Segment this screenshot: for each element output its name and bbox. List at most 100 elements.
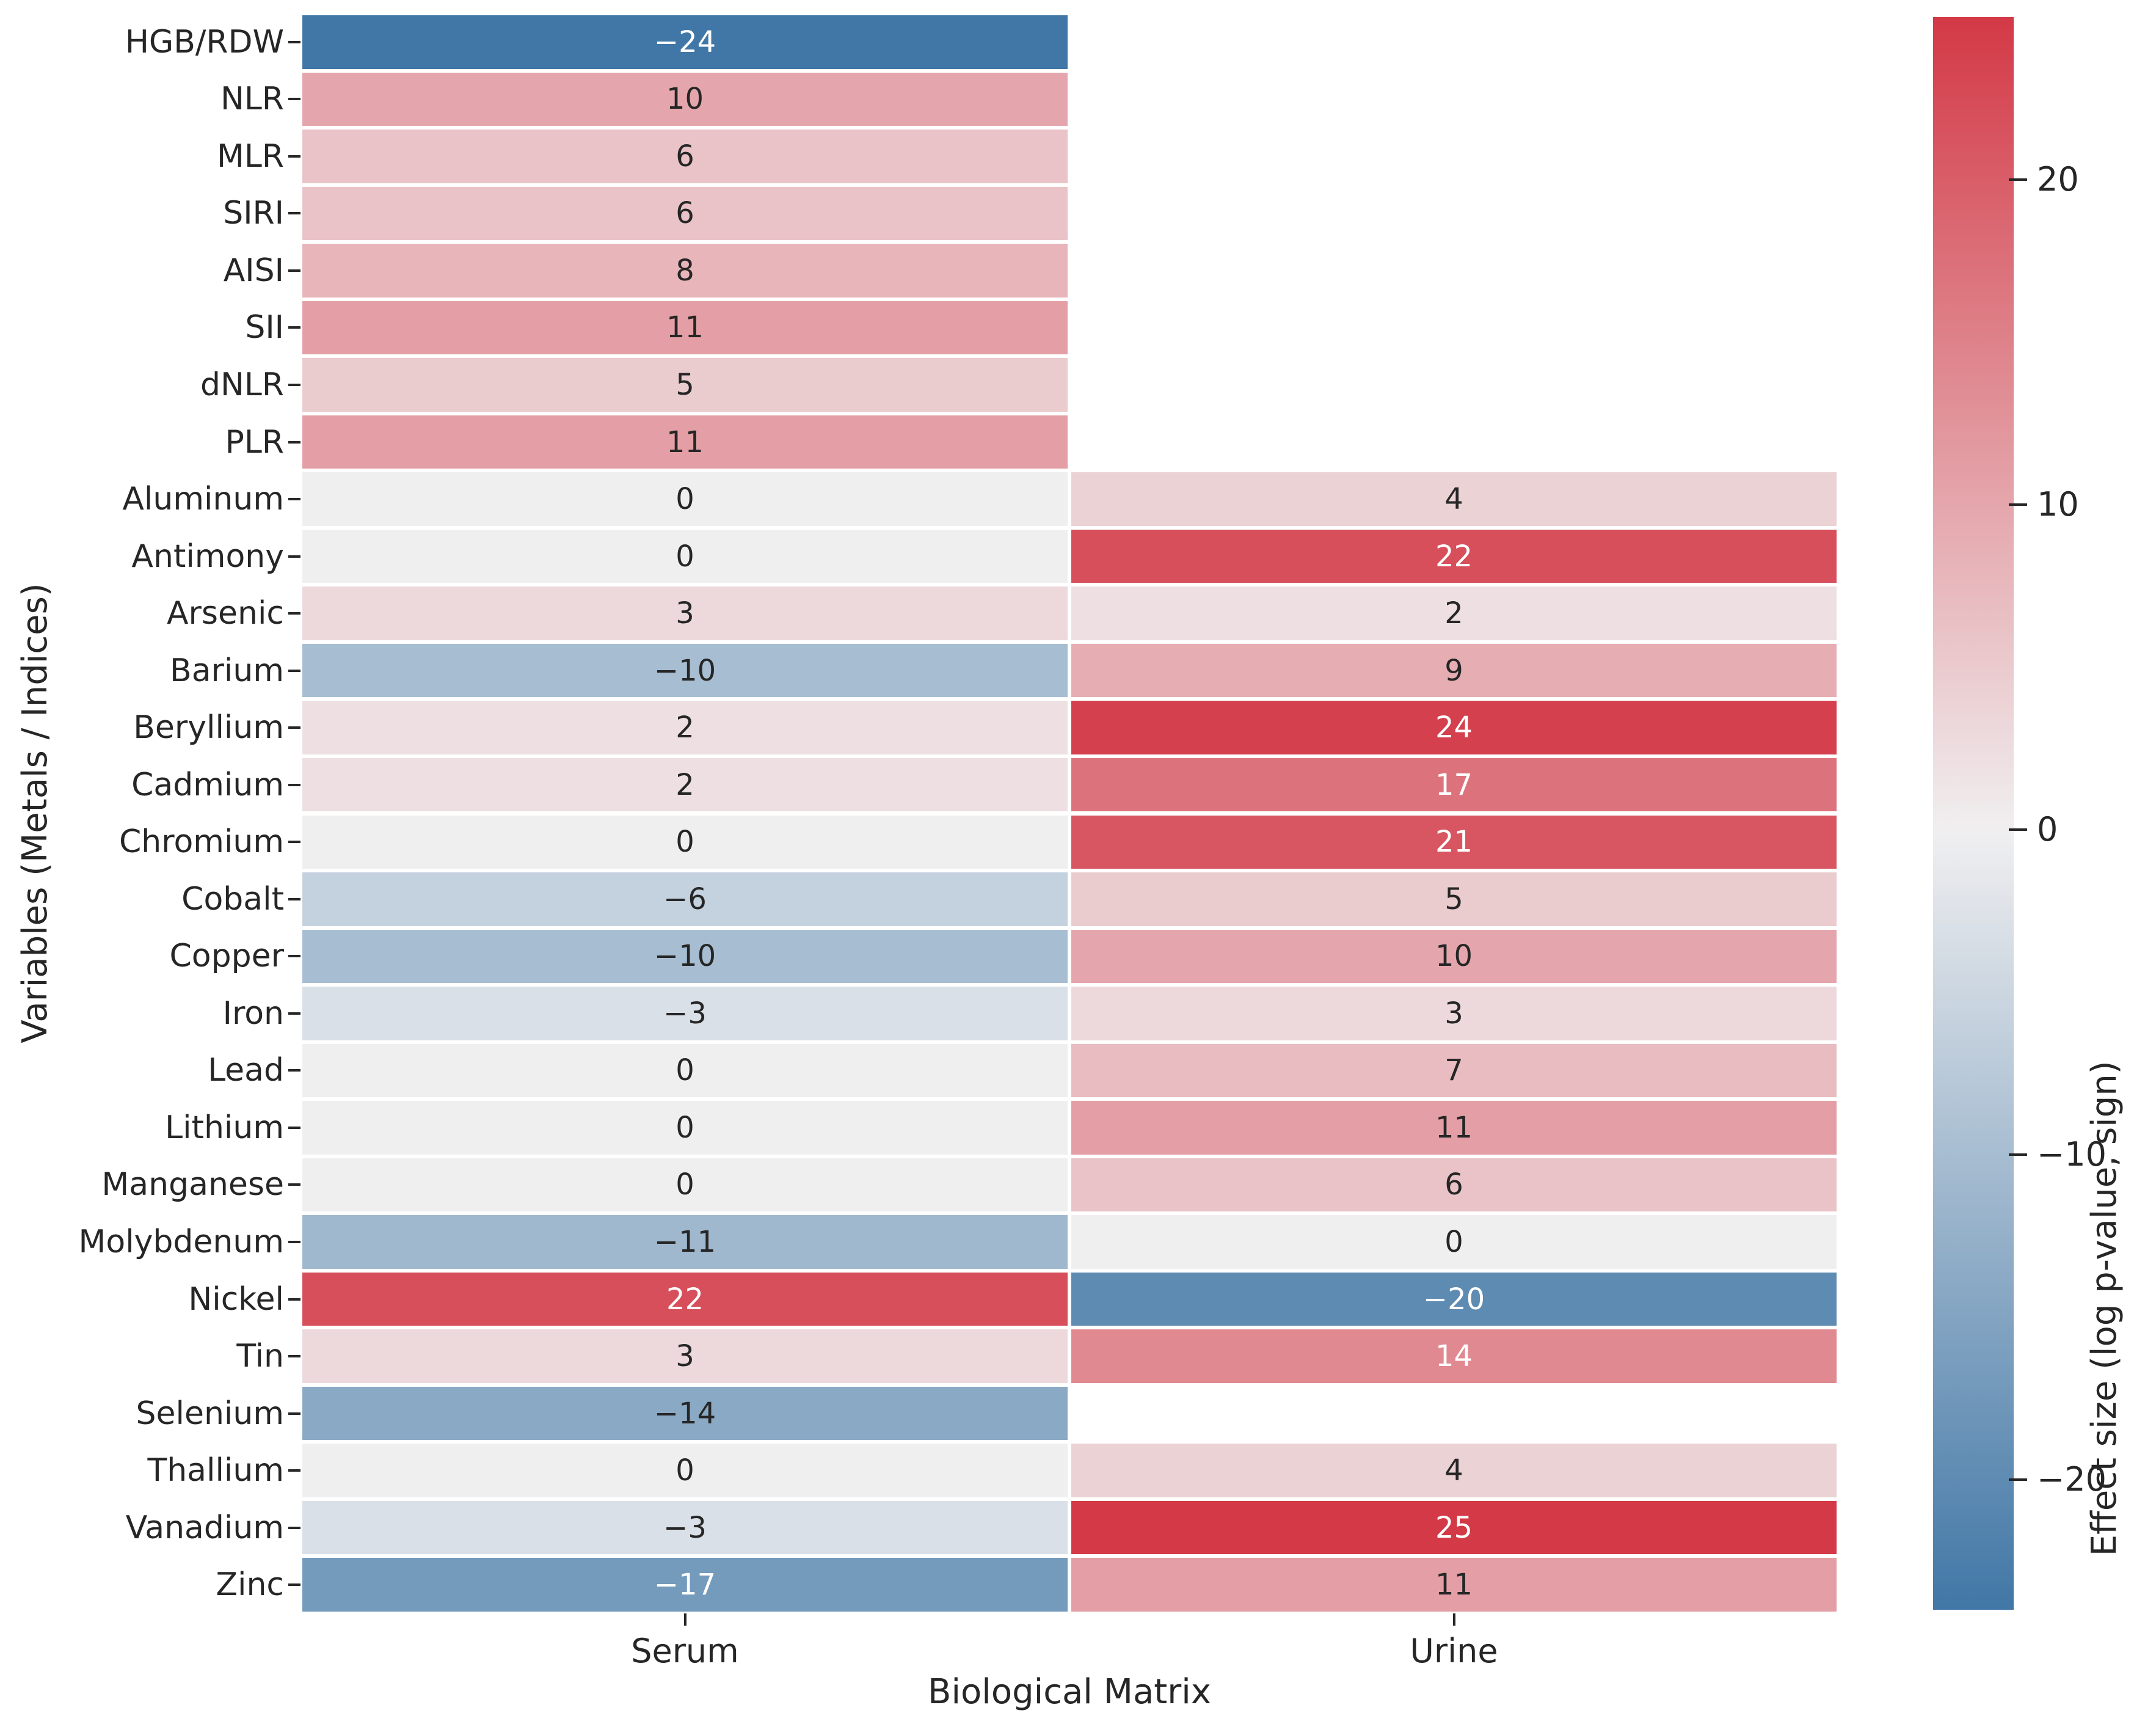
y-tick-label-beryllium: Beryllium (133, 709, 284, 747)
cell-value: 10 (666, 82, 704, 117)
heatmap-cell-serum-aluminum: 0 (302, 472, 1068, 526)
heatmap-cell-urine-antimony: 22 (1071, 529, 1837, 583)
cell-value: 14 (1435, 1339, 1473, 1374)
cell-value: 11 (666, 310, 704, 345)
y-tick-label-dnlr: dNLR (200, 366, 284, 403)
y-tick-mark (288, 1126, 300, 1129)
heatmap-cell-serum-nickel: 22 (302, 1272, 1068, 1326)
y-tick-label-zinc: Zinc (216, 1566, 284, 1604)
heatmap-cell-urine-lead: 7 (1071, 1043, 1837, 1098)
heatmap-cell-serum-molybdenum: −11 (302, 1215, 1068, 1269)
heatmap-cell-serum-chromium: 0 (302, 815, 1068, 869)
colorbar-tick-label: 10 (2037, 485, 2079, 524)
cell-value: 22 (666, 1282, 704, 1317)
y-tick-label-selenium: Selenium (136, 1395, 284, 1432)
y-tick-mark (288, 841, 300, 844)
heatmap-cell-urine-iron: 3 (1071, 987, 1837, 1040)
cell-value: 0 (1444, 1225, 1463, 1260)
cell-value: 11 (1435, 1568, 1473, 1602)
heatmap-cell-urine-vanadium: 25 (1071, 1500, 1837, 1555)
y-tick-label-aisi: AISI (223, 252, 284, 289)
heatmap-cell-serum-arsenic: 3 (302, 586, 1068, 640)
colorbar-tick-mark (2009, 1478, 2027, 1481)
heatmap-cell-urine-manganese: 6 (1071, 1158, 1837, 1212)
y-tick-mark (288, 555, 300, 558)
cell-value: 8 (676, 253, 694, 288)
y-tick-mark (288, 326, 300, 329)
y-tick-mark (288, 498, 300, 501)
heatmap-cell-serum-copper: −10 (302, 929, 1068, 984)
y-tick-mark (288, 897, 300, 900)
heatmap-cell-serum-lead: 0 (302, 1043, 1068, 1098)
y-tick-label-siri: SIRI (223, 195, 284, 232)
heatmap-cell-serum-mlr: 6 (302, 130, 1068, 183)
heatmap-cell-urine-chromium: 21 (1071, 815, 1837, 869)
heatmap-cell-serum-zinc: −17 (302, 1558, 1068, 1612)
cell-value: 6 (1444, 1167, 1463, 1202)
y-tick-label-antimony: Antimony (131, 538, 284, 575)
cell-value: 0 (676, 825, 694, 860)
cell-value: −20 (1422, 1282, 1485, 1317)
cell-value: 2 (1444, 596, 1463, 631)
heatmap-cell-serum-cobalt: −6 (302, 872, 1068, 926)
y-tick-label-plr: PLR (225, 423, 284, 461)
y-tick-label-chromium: Chromium (118, 824, 284, 861)
colorbar-tick-label: 20 (2037, 160, 2079, 199)
heatmap-cell-urine-cadmium: 17 (1071, 758, 1837, 812)
x-tick-label-serum: Serum (631, 1632, 739, 1670)
cell-value: 22 (1435, 539, 1473, 574)
y-tick-label-cobalt: Cobalt (181, 880, 284, 918)
y-tick-label-molybdenum: Molybdenum (78, 1224, 284, 1261)
cell-value: −17 (654, 1568, 716, 1602)
y-tick-mark (288, 783, 300, 786)
heatmap-cell-serum-vanadium: −3 (302, 1500, 1068, 1555)
cell-value: 11 (1435, 1110, 1473, 1145)
cell-value: 25 (1435, 1510, 1473, 1545)
cell-value: 21 (1435, 825, 1473, 860)
y-tick-mark (288, 440, 300, 444)
y-tick-mark (288, 612, 300, 615)
heatmap-cell-serum-manganese: 0 (302, 1158, 1068, 1212)
heatmap-cell-urine-beryllium: 24 (1071, 701, 1837, 754)
cell-value: 5 (1444, 882, 1463, 916)
cell-value: 0 (676, 1167, 694, 1202)
colorbar-tick-mark (2009, 503, 2027, 506)
x-tick-mark (683, 1613, 686, 1626)
y-tick-mark (288, 1012, 300, 1015)
x-tick-mark (1452, 1613, 1455, 1626)
cell-value: 6 (676, 139, 694, 173)
colorbar-tick-mark (2009, 178, 2027, 181)
y-tick-label-cadmium: Cadmium (131, 766, 284, 803)
y-tick-mark (288, 1469, 300, 1472)
y-tick-label-sii: SII (245, 309, 284, 346)
heatmap-cell-serum-cadmium: 2 (302, 758, 1068, 812)
cell-value: −3 (663, 1510, 707, 1545)
y-tick-label-lithium: Lithium (165, 1109, 284, 1146)
y-tick-label-nlr: NLR (220, 81, 284, 118)
cell-value: −6 (663, 882, 707, 916)
heatmap-cell-serum-tin: 3 (302, 1329, 1068, 1383)
y-tick-label-tin: Tin (236, 1338, 284, 1375)
cell-value: 17 (1435, 767, 1473, 802)
cell-value: 0 (676, 1053, 694, 1088)
colorbar (1933, 17, 2014, 1610)
y-tick-mark (288, 726, 300, 729)
cell-value: 2 (676, 767, 694, 802)
cell-value: 5 (676, 367, 694, 402)
y-tick-mark (288, 1298, 300, 1301)
cell-value: 0 (676, 1110, 694, 1145)
heatmap-cell-urine-copper: 10 (1071, 929, 1837, 984)
cell-value: −10 (654, 653, 716, 688)
y-tick-mark (288, 1069, 300, 1072)
cell-value: −3 (663, 996, 707, 1031)
colorbar-tick-mark (2009, 828, 2027, 831)
cell-value: 3 (676, 1339, 694, 1374)
heatmap-cell-urine-cobalt: 5 (1071, 872, 1837, 926)
y-tick-label-mlr: MLR (217, 137, 284, 175)
cell-value: −11 (654, 1225, 716, 1260)
heatmap-cell-serum-siri: 6 (302, 186, 1068, 241)
cell-value: 4 (1444, 1453, 1463, 1488)
y-tick-mark (288, 98, 300, 101)
y-tick-label-barium: Barium (170, 652, 284, 689)
y-tick-mark (288, 212, 300, 215)
